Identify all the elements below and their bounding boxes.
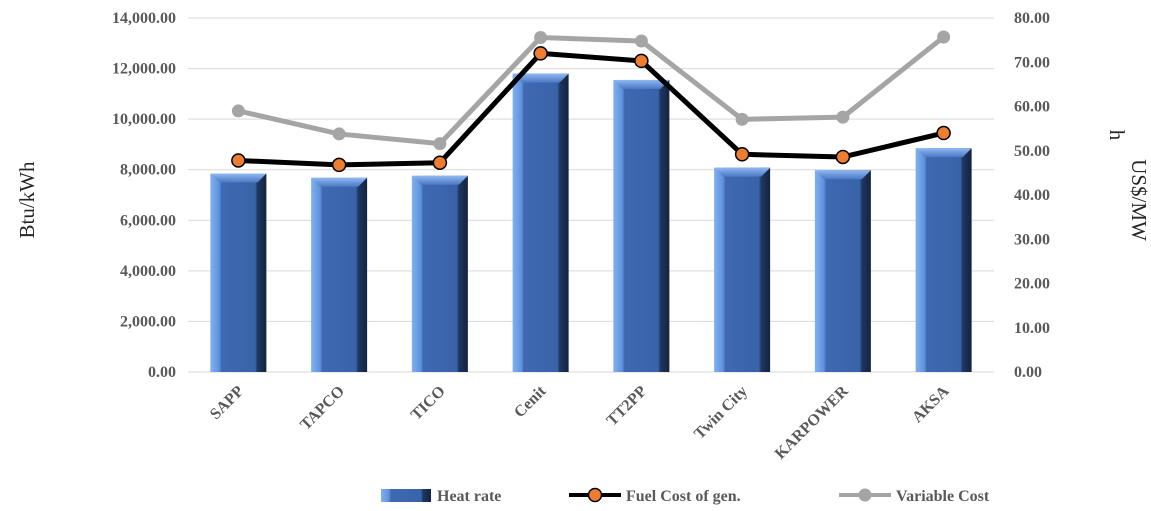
bar-tapco	[311, 177, 368, 372]
left-axis-tick-label: 14,000.00	[112, 10, 176, 27]
left-axis-ticks: 0.00 2,000.00 4,000.00 6,000.00 8,000.00 10,0…	[112, 10, 176, 381]
left-axis-tick-label: 12,000.00	[112, 61, 176, 78]
right-axis-ticks: 0.00 10.00 20.00 30.00 40.00 50.00 60.00 70.00 8…	[1014, 10, 1050, 381]
legend-label-fuel-cost: Fuel Cost of gen.	[626, 488, 741, 505]
bar-bevel	[714, 167, 771, 177]
bar-twin-city	[714, 167, 771, 372]
fuel-cost-point	[936, 125, 951, 141]
category-tick-label: Cenit	[511, 382, 550, 421]
variable-cost-point	[836, 110, 850, 124]
right-axis-tick-label: 40.00	[1014, 187, 1050, 204]
legend-label-variable-cost: Variable Cost	[896, 488, 990, 505]
right-axis-tick-label: 70.00	[1014, 54, 1050, 71]
variable-cost-point	[735, 112, 749, 126]
right-axis-title-line1: US$/MW	[1127, 159, 1151, 241]
bar-tt2pp	[613, 79, 670, 372]
bar-cenit	[512, 73, 569, 372]
variable-cost-point	[534, 30, 548, 44]
category-tick-label: SAPP	[207, 383, 247, 423]
legend-item-fuel-cost: Fuel Cost of gen.	[569, 487, 741, 505]
legend-marker-fuel-cost	[587, 487, 603, 503]
left-axis-tick-label: 6,000.00	[120, 212, 176, 229]
bar-body	[915, 148, 972, 372]
bar-body	[311, 177, 368, 372]
variable-cost-point	[937, 30, 951, 44]
legend-label-heat-rate: Heat rate	[437, 488, 501, 505]
left-axis-title: Btu/kWh	[15, 161, 39, 238]
category-tick-label: Twin City	[691, 383, 751, 443]
category-tick-label: TT2PP	[604, 383, 651, 430]
left-axis-tick-label: 2,000.00	[120, 313, 176, 330]
bar-bevel	[311, 177, 368, 187]
legend-item-variable-cost: Variable Cost	[839, 488, 990, 505]
variable-cost-point	[634, 34, 648, 48]
bar-tico	[411, 175, 468, 372]
variable-cost-point	[231, 104, 245, 118]
fuel-cost-point	[432, 155, 448, 170]
right-axis-tick-label: 10.00	[1014, 320, 1050, 337]
right-axis-tick-label: 20.00	[1014, 276, 1050, 293]
fuel-cost-point	[835, 149, 851, 165]
bar-bevel	[814, 170, 871, 180]
left-axis-tick-label: 4,000.00	[120, 263, 176, 280]
right-axis-tick-label: 0.00	[1014, 364, 1042, 381]
bar-bevel	[512, 73, 569, 83]
category-tick-label: TAPCO	[297, 383, 348, 434]
category-tick-label: AKSA	[909, 382, 953, 426]
bar-body	[210, 173, 267, 372]
legend-item-heat-rate: Heat rate	[381, 488, 501, 505]
left-axis-tick-label: 8,000.00	[120, 162, 176, 179]
bar-bevel	[613, 79, 670, 89]
fuel-cost-point	[331, 157, 347, 173]
left-axis-tick-label: 10,000.00	[112, 111, 176, 128]
gridlines	[188, 17, 994, 373]
bar-bevel	[915, 148, 972, 158]
fuel-cost-point	[231, 153, 246, 168]
bar-sapp	[210, 173, 267, 372]
bar-bevel	[210, 173, 267, 183]
fuel-cost-point	[634, 53, 649, 69]
right-axis-tick-label: 80.00	[1014, 10, 1050, 27]
variable-cost-point	[332, 127, 346, 141]
right-axis-title-line2: h	[1105, 130, 1129, 141]
legend-swatch-heat-rate	[381, 489, 431, 502]
variable-cost-point	[433, 137, 447, 151]
bar-karpower	[814, 170, 871, 372]
line-variable-cost	[237, 34, 946, 147]
right-axis-tick-label: 60.00	[1014, 99, 1050, 116]
bar-body	[512, 73, 569, 372]
legend-marker-variable-cost	[858, 488, 872, 502]
line-fuel-cost	[238, 50, 945, 168]
right-axis-tick-label: 30.00	[1014, 231, 1050, 248]
left-axis-tick-label: 0.00	[148, 364, 176, 381]
fuel-cost-point	[533, 46, 548, 61]
fuel-cost-point	[734, 147, 750, 162]
heat-rate-bars	[210, 73, 972, 372]
cost-lines	[231, 30, 951, 173]
right-axis-tick-label: 50.00	[1014, 143, 1050, 160]
bar-body	[814, 170, 871, 372]
bar-body	[613, 79, 670, 372]
category-axis-ticks: SAPP TAPCO TICO Cenit TT2PP Twin City KARPOWER…	[207, 382, 953, 462]
bar-body	[411, 175, 468, 372]
bar-body	[714, 167, 771, 372]
category-tick-label: KARPOWER	[772, 382, 852, 462]
bar-bevel	[411, 175, 468, 185]
category-tick-label: TICO	[408, 383, 449, 424]
bar-aksa	[915, 148, 972, 372]
legend: Heat rate Fuel Cost of gen. Variable Cos…	[381, 487, 990, 505]
